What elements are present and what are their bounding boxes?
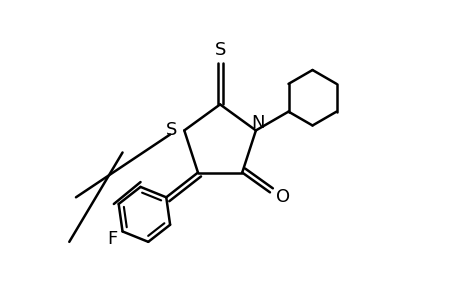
Text: S: S <box>165 122 177 140</box>
Text: F: F <box>107 230 117 248</box>
Text: O: O <box>275 188 289 206</box>
Text: S: S <box>214 41 225 59</box>
Text: N: N <box>251 113 264 131</box>
